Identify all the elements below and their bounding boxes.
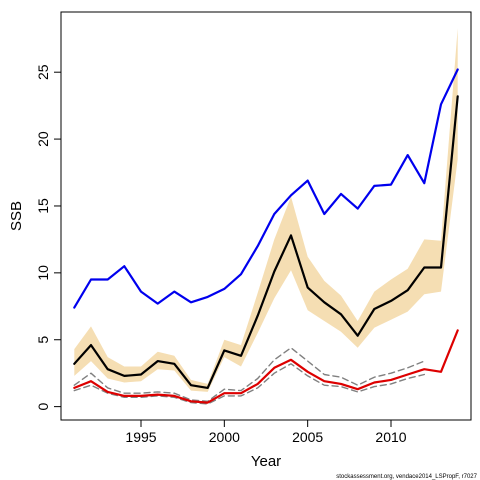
y-tick-label-15: 15 — [35, 198, 51, 214]
x-tick-label-2010: 2010 — [375, 429, 406, 445]
series-line-2 — [73, 347, 425, 402]
x-tick-label-1995: 1995 — [125, 429, 156, 445]
x-tick-label-2005: 2005 — [292, 429, 323, 445]
y-tick-label-20: 20 — [35, 131, 51, 147]
x-axis: 1995 2000 2005 2010 — [125, 420, 407, 445]
series-line-1 — [73, 95, 459, 389]
x-tick-label-2000: 2000 — [209, 429, 240, 445]
y-tick-label-10: 10 — [35, 265, 51, 281]
y-tick-label-0: 0 — [35, 402, 51, 410]
series-line-0 — [73, 68, 459, 309]
y-tick-label-25: 25 — [35, 64, 51, 80]
y-axis: 0 5 10 15 20 25 — [35, 64, 61, 410]
series-line-3 — [73, 363, 425, 405]
plot-frame — [60, 11, 472, 421]
series-line-4 — [73, 329, 459, 404]
x-axis-title: Year — [251, 453, 281, 470]
y-axis-title: SSB — [8, 201, 25, 231]
footnote: stockassessment.org, vendace2014_LSPropF… — [336, 474, 477, 480]
plot-area — [73, 28, 459, 405]
y-tick-label-5: 5 — [35, 336, 51, 344]
